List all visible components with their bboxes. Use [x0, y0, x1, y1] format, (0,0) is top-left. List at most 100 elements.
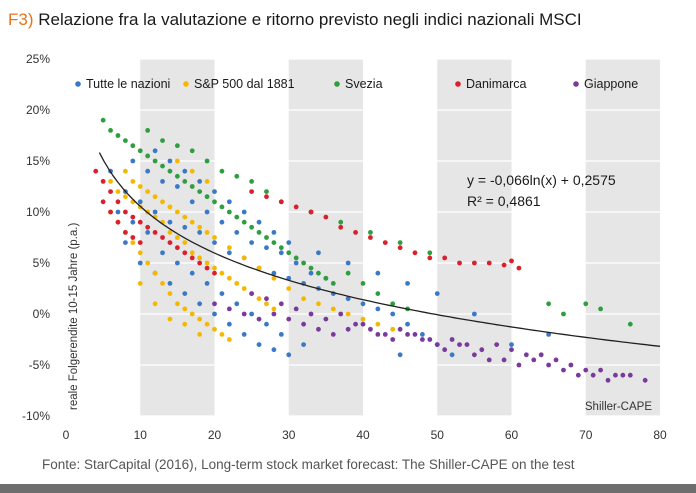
- data-point: [249, 189, 255, 195]
- data-point: [226, 209, 232, 215]
- data-point: [123, 168, 128, 174]
- regression-equation: y = -0,066ln(x) + 0,2575: [467, 172, 616, 188]
- data-point: [167, 168, 173, 174]
- data-point: [278, 250, 284, 256]
- data-point: [278, 199, 284, 205]
- data-point: [204, 158, 210, 164]
- data-point: [278, 301, 284, 307]
- data-point: [234, 173, 240, 179]
- data-point: [249, 240, 255, 246]
- data-point: [189, 199, 195, 205]
- data-point: [108, 189, 113, 195]
- data-point: [182, 321, 188, 327]
- data-point: [100, 179, 106, 184]
- data-point: [204, 194, 210, 200]
- data-point: [301, 342, 306, 347]
- data-point: [204, 260, 210, 266]
- data-point: [137, 184, 143, 189]
- data-point: [100, 199, 106, 205]
- data-point: [160, 250, 165, 256]
- data-point: [241, 332, 247, 337]
- data-point: [479, 347, 485, 353]
- data-point: [226, 337, 232, 342]
- data-point: [264, 245, 269, 251]
- data-point: [197, 224, 203, 230]
- data-point: [427, 255, 433, 261]
- data-point: [160, 179, 165, 184]
- data-point: [182, 306, 188, 312]
- data-point: [167, 281, 173, 286]
- data-point: [501, 262, 507, 268]
- y-tick-label: 5%: [33, 256, 51, 270]
- data-point: [167, 316, 173, 322]
- x-tick-label: 40: [356, 428, 370, 442]
- data-point: [278, 332, 284, 337]
- data-point: [241, 219, 247, 225]
- data-point: [293, 306, 299, 312]
- data-point: [160, 138, 165, 144]
- x-tick-label: 20: [208, 428, 222, 442]
- data-point: [264, 301, 269, 307]
- data-point: [390, 301, 396, 307]
- data-point: [204, 230, 210, 235]
- data-point: [145, 224, 151, 230]
- data-point: [123, 209, 128, 215]
- grid-band: [288, 59, 363, 416]
- data-point: [420, 332, 425, 337]
- data-point: [271, 270, 277, 276]
- data-point: [182, 168, 188, 174]
- data-point: [412, 332, 418, 337]
- data-point: [471, 311, 477, 317]
- data-point: [130, 143, 136, 149]
- data-point: [605, 377, 611, 383]
- data-point: [115, 199, 121, 205]
- data-point: [256, 265, 262, 271]
- data-point: [256, 230, 262, 235]
- data-point: [523, 352, 529, 358]
- data-point: [145, 260, 151, 266]
- data-point: [93, 168, 99, 174]
- data-point: [174, 209, 180, 215]
- data-point: [204, 179, 210, 184]
- data-point: [412, 250, 418, 256]
- data-point: [264, 321, 269, 327]
- data-point: [546, 362, 552, 368]
- data-point: [256, 296, 262, 302]
- data-point: [130, 179, 136, 184]
- legend-label: Giappone: [584, 77, 638, 91]
- y-tick-label: 0%: [33, 307, 51, 321]
- legend: Tutte le nazioni S&P 500 dal 1881 Svezia Da…: [75, 77, 638, 91]
- data-point: [486, 357, 492, 363]
- data-point: [360, 316, 366, 322]
- data-point: [271, 306, 277, 312]
- data-point: [338, 219, 344, 225]
- data-point: [427, 337, 433, 342]
- data-point: [486, 260, 492, 266]
- data-point: [219, 204, 225, 210]
- data-point: [531, 357, 537, 363]
- data-point: [561, 367, 566, 373]
- data-point: [174, 184, 180, 189]
- data-point: [130, 219, 136, 225]
- data-point: [189, 270, 195, 276]
- data-point: [212, 270, 217, 276]
- series-0: [108, 148, 552, 358]
- data-point: [108, 179, 113, 184]
- data-point: [249, 179, 255, 184]
- data-point: [308, 270, 314, 276]
- data-point: [137, 240, 143, 246]
- data-point: [123, 240, 128, 246]
- data-point: [145, 168, 151, 174]
- data-point: [174, 260, 180, 266]
- legend-marker: [455, 81, 461, 87]
- data-point: [583, 301, 589, 307]
- data-point: [167, 240, 173, 246]
- data-point: [189, 168, 195, 174]
- data-point: [360, 301, 366, 307]
- data-point: [397, 352, 403, 358]
- data-point: [219, 219, 225, 225]
- data-point: [182, 179, 188, 184]
- legend-marker: [334, 81, 340, 87]
